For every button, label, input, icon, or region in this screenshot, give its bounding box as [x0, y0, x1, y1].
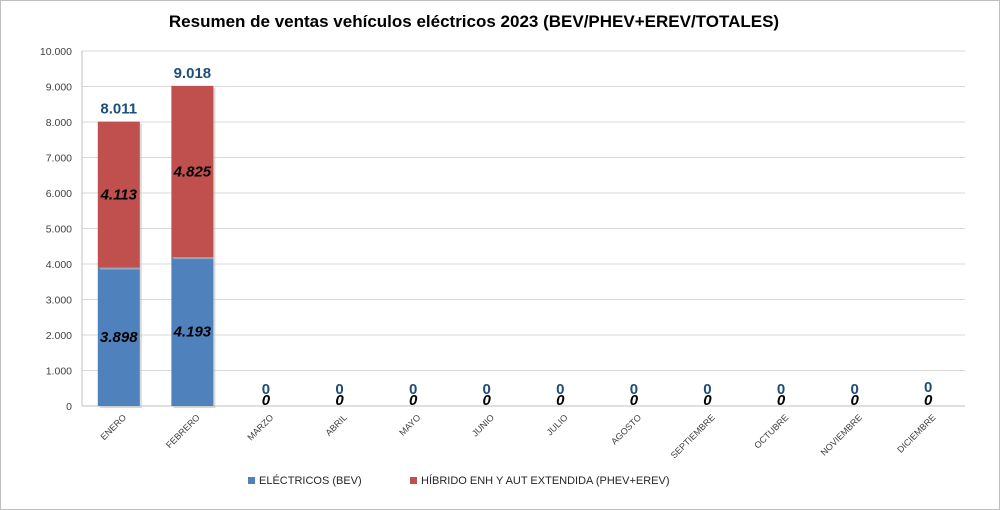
bev-value-label: 0 [262, 392, 271, 409]
bev-value-label: 0 [630, 392, 639, 409]
total-value-label: 8.011 [100, 101, 137, 118]
chart-title: Resumen de ventas vehículos eléctricos 2… [169, 12, 779, 31]
y-tick-label: 10.000 [40, 46, 72, 58]
total-value-label: 0 [630, 381, 638, 398]
x-tick-label: DICIEMBRE [895, 412, 937, 454]
y-tick-label: 0 [66, 401, 72, 413]
x-tick-label: SEPTIEMBRE [669, 412, 717, 460]
x-tick-label: ABRIL [323, 412, 348, 437]
y-tick-label: 5.000 [46, 224, 72, 236]
x-tick-label: AGOSTO [609, 412, 643, 446]
total-value-label: 0 [556, 381, 564, 398]
y-tick-label: 6.000 [46, 188, 72, 200]
phev-value-label: 4.113 [100, 187, 138, 204]
total-value-label: 0 [335, 381, 343, 398]
total-value-label: 0 [703, 381, 711, 398]
bar-bev [171, 257, 214, 406]
legend-swatch-bev [248, 477, 255, 484]
bev-value-label: 3.898 [100, 329, 138, 346]
bev-value-label: 0 [483, 392, 492, 409]
y-tick-label: 8.000 [46, 117, 72, 129]
phev-value-label: 4.825 [173, 164, 212, 181]
bev-value-label: 0 [556, 392, 565, 409]
bar-phev [97, 121, 140, 268]
bev-value-label: 4.193 [173, 324, 212, 341]
total-value-label: 0 [409, 381, 417, 398]
total-value-label: 0 [777, 381, 785, 398]
x-tick-label: MARZO [245, 412, 275, 442]
y-tick-label: 2.000 [46, 330, 72, 342]
bev-value-label: 0 [777, 392, 786, 409]
y-tick-label: 1.000 [46, 366, 72, 378]
bev-value-label: 0 [850, 392, 859, 409]
x-tick-label: OCTUBRE [752, 412, 790, 450]
x-tick-label: JUNIO [470, 412, 496, 438]
x-tick-label: JULIO [545, 412, 570, 437]
bev-value-label: 0 [703, 392, 712, 409]
x-tick-label: NOVIEMBRE [819, 412, 864, 457]
legend-swatch-phev [410, 477, 417, 484]
total-value-label: 0 [262, 381, 270, 398]
legend-label-bev: ELÉCTRICOS (BEV) [259, 474, 362, 487]
bev-value-label: 0 [335, 392, 344, 409]
total-value-label: 9.018 [174, 65, 212, 82]
y-tick-label: 4.000 [46, 259, 72, 271]
legend-label-phev: HÍBRIDO ENH Y AUT EXTENDIDA (PHEV+EREV) [421, 474, 669, 487]
total-value-label: 0 [850, 381, 858, 398]
y-tick-label: 7.000 [46, 153, 72, 165]
y-tick-label: 9.000 [46, 82, 72, 94]
x-tick-label: FEBRERO [164, 412, 202, 450]
bar-bev [97, 267, 140, 406]
total-value-label: 0 [924, 379, 932, 396]
bar-phev [171, 85, 214, 258]
y-tick-label: 3.000 [46, 295, 72, 307]
bev-value-label: 0 [924, 392, 933, 409]
bev-value-label: 0 [409, 392, 418, 409]
total-value-label: 0 [483, 381, 491, 398]
x-tick-label: ENERO [98, 412, 128, 442]
x-tick-label: MAYO [397, 412, 422, 437]
